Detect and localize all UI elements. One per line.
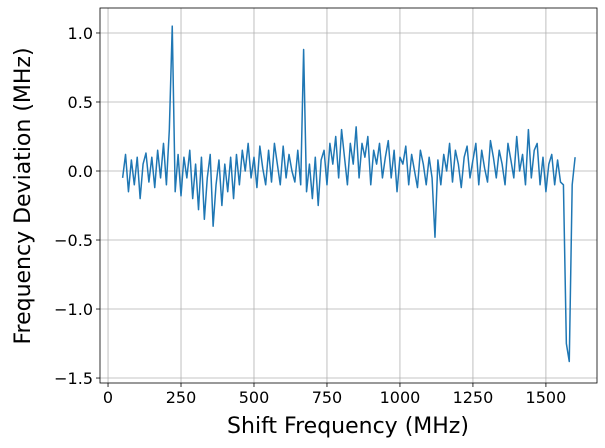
x-tick-label: 0 bbox=[103, 388, 113, 407]
x-tick-label: 750 bbox=[312, 388, 343, 407]
x-tick-label: 500 bbox=[239, 388, 270, 407]
y-tick-label: −0.5 bbox=[54, 231, 93, 250]
x-tick-label: 1250 bbox=[453, 388, 494, 407]
x-tick-label: 1000 bbox=[380, 388, 421, 407]
y-tick-label: −1.5 bbox=[54, 369, 93, 388]
x-tick-label: 1500 bbox=[526, 388, 567, 407]
plot-frame bbox=[99, 7, 598, 384]
y-tick-label: 1.0 bbox=[68, 24, 93, 43]
y-tick-label: −1.0 bbox=[54, 300, 93, 319]
data-line bbox=[121, 25, 576, 363]
y-axis-label: Frequency Deviation (MHz) bbox=[11, 47, 36, 344]
x-tick-label: 250 bbox=[166, 388, 197, 407]
y-tick-label: 0.0 bbox=[68, 162, 93, 181]
y-tick-label: 0.5 bbox=[68, 93, 93, 112]
x-axis-label: Shift Frequency (MHz) bbox=[227, 414, 469, 439]
